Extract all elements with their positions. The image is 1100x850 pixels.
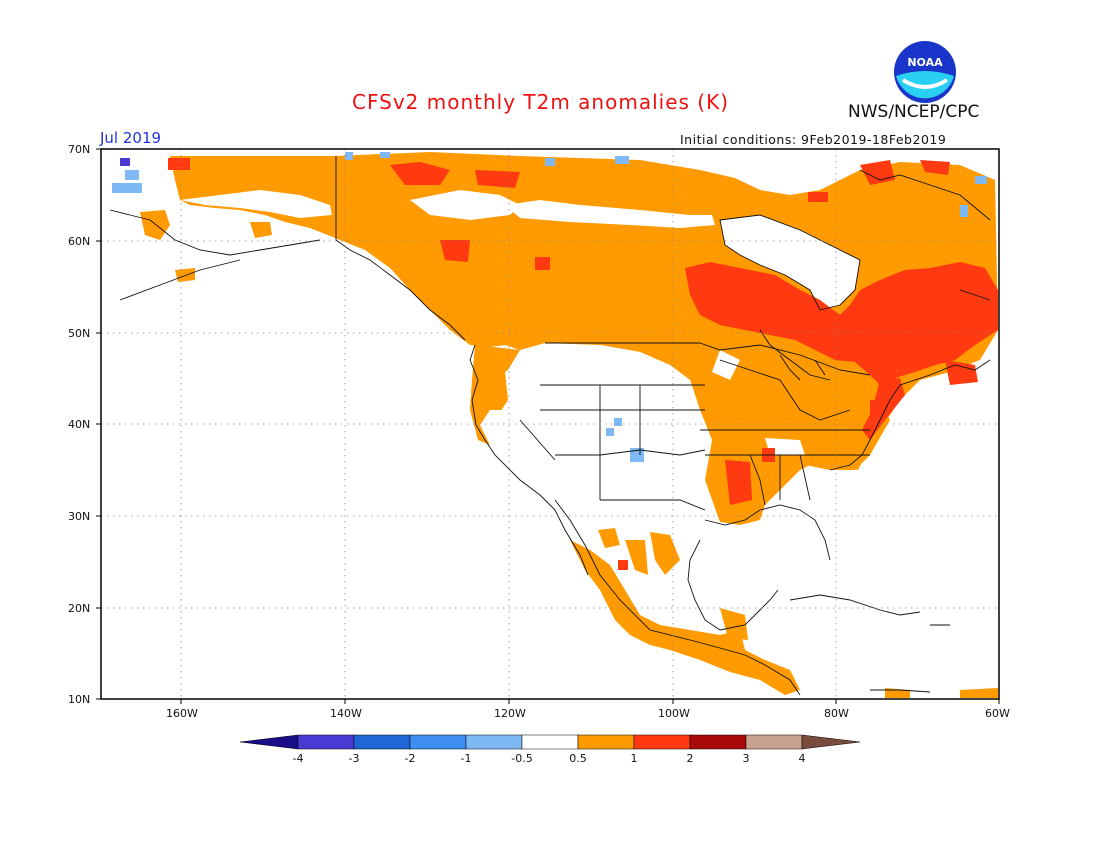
anomaly-fill-white xyxy=(180,190,860,520)
lat-label-40n: 40N xyxy=(68,418,91,431)
lon-label-60w: 60W xyxy=(985,707,1010,720)
colorbar-swatch xyxy=(409,734,467,750)
colorbar-swatch xyxy=(745,734,803,750)
colorbar-label: 1 xyxy=(631,752,638,765)
colorbar-label: -0.5 xyxy=(511,752,532,765)
colorbar-swatch xyxy=(521,734,579,750)
colorbar-swatch xyxy=(577,734,635,750)
noaa-logo-icon: NOAA xyxy=(894,41,956,103)
colorbar-label: 0.5 xyxy=(569,752,587,765)
colorbar: -4 -3 -2 -1 -0.5 0.5 1 2 3 4 xyxy=(239,734,861,765)
org-name: NWS/NCEP/CPC xyxy=(848,102,980,122)
lon-label-160w: 160W xyxy=(166,707,198,720)
lon-label-80w: 80W xyxy=(824,707,849,720)
lon-label-120w: 120W xyxy=(494,707,526,720)
colorbar-swatch xyxy=(353,734,411,750)
initial-conditions: Initial conditions: 9Feb2019-18Feb2019 xyxy=(680,132,947,147)
colorbar-label: 4 xyxy=(799,752,806,765)
lat-label-70n: 70N xyxy=(68,143,91,156)
colorbar-arrow-left xyxy=(239,734,299,750)
colorbar-label: -2 xyxy=(405,752,416,765)
lat-label-50n: 50N xyxy=(68,327,91,340)
lon-label-100w: 100W xyxy=(658,707,690,720)
map-body xyxy=(101,149,999,699)
colorbar-arrow-right xyxy=(801,734,861,750)
colorbar-swatch xyxy=(689,734,747,750)
anomaly-fill-darkblue xyxy=(120,158,130,166)
colorbar-label: -4 xyxy=(293,752,304,765)
colorbar-label: -1 xyxy=(461,752,472,765)
ticks xyxy=(96,148,1000,704)
lat-label-10n: 10N xyxy=(68,693,91,706)
lat-label-20n: 20N xyxy=(68,602,91,615)
map-title: CFSv2 monthly T2m anomalies (K) xyxy=(352,90,729,114)
colorbar-swatch xyxy=(633,734,691,750)
colorbar-label: -3 xyxy=(349,752,360,765)
colorbar-swatch xyxy=(297,734,355,750)
logo-text: NOAA xyxy=(907,56,943,69)
lat-label-60n: 60N xyxy=(68,235,91,248)
valid-month: Jul 2019 xyxy=(100,129,162,147)
colorbar-label: 3 xyxy=(743,752,750,765)
colorbar-label: 2 xyxy=(687,752,694,765)
lon-label-140w: 140W xyxy=(330,707,362,720)
anomaly-fill-blue xyxy=(112,152,987,462)
lat-label-30n: 30N xyxy=(68,510,91,523)
coastlines xyxy=(109,156,991,696)
colorbar-swatch xyxy=(465,734,523,750)
